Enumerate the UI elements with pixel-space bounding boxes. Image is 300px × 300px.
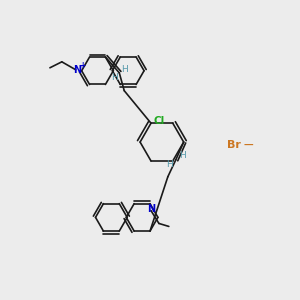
- Text: Cl: Cl: [153, 116, 164, 126]
- Text: −: −: [242, 138, 254, 152]
- Text: H: H: [167, 160, 173, 169]
- Text: H: H: [121, 65, 128, 74]
- Text: H: H: [179, 152, 186, 160]
- Text: N: N: [147, 204, 155, 214]
- Text: +: +: [80, 61, 86, 70]
- Text: Br: Br: [227, 140, 241, 150]
- Text: N: N: [74, 65, 82, 75]
- Text: H: H: [111, 73, 118, 82]
